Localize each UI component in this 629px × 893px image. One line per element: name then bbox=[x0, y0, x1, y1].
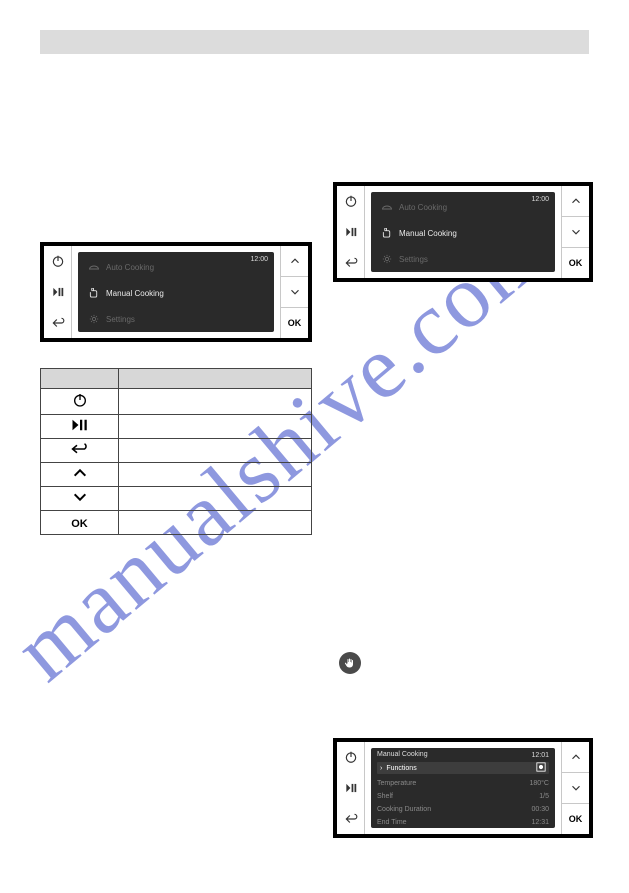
table-row bbox=[41, 439, 312, 463]
back-icon[interactable] bbox=[44, 307, 71, 338]
ok-button[interactable]: OK bbox=[562, 804, 589, 834]
table-header-row bbox=[41, 369, 312, 389]
table-cell bbox=[119, 463, 312, 487]
control-panel-c: Manual Cooking 12:01 ›Functions Temperat… bbox=[333, 738, 593, 838]
back-icon bbox=[41, 439, 119, 463]
table-row: OK bbox=[41, 511, 312, 535]
list-item: End Time 12:31 bbox=[377, 816, 549, 828]
ok-button[interactable]: OK bbox=[281, 308, 308, 338]
panel-b-menu-item: Auto Cooking bbox=[381, 202, 545, 212]
play-pause-icon bbox=[41, 415, 119, 439]
panel-a-right-buttons: OK bbox=[280, 246, 308, 338]
table-row bbox=[41, 389, 312, 415]
list-label: Functions bbox=[386, 765, 416, 772]
menu-label: Auto Cooking bbox=[106, 263, 154, 272]
list-label: Cooking Duration bbox=[377, 806, 431, 813]
menu-label: Settings bbox=[399, 255, 428, 264]
panel-b-left-buttons bbox=[337, 186, 365, 278]
panel-c-left-buttons bbox=[337, 742, 365, 834]
mode-icon bbox=[536, 762, 546, 774]
list-item: Cooking Duration 00:30 bbox=[377, 803, 549, 815]
power-icon[interactable] bbox=[337, 186, 364, 217]
power-icon bbox=[41, 389, 119, 415]
power-icon[interactable] bbox=[337, 742, 364, 773]
list-value: 180°C bbox=[529, 780, 549, 787]
ok-button[interactable]: OK bbox=[562, 248, 589, 278]
power-icon[interactable] bbox=[44, 246, 71, 277]
panel-c-right-buttons: OK bbox=[561, 742, 589, 834]
panel-a-left-buttons bbox=[44, 246, 72, 338]
chevron-down-icon[interactable] bbox=[281, 276, 308, 308]
panel-a-menu-item: Settings bbox=[88, 314, 264, 324]
control-panel-b: 12:00 Auto Cooking Manual Cooking Settin… bbox=[333, 182, 593, 282]
table-row bbox=[41, 415, 312, 439]
menu-label: Auto Cooking bbox=[399, 203, 447, 212]
table-cell bbox=[119, 511, 312, 535]
table-row bbox=[41, 487, 312, 511]
panel-a-screen: 12:00 Auto Cooking Manual Cooking Settin… bbox=[78, 252, 274, 332]
control-panel-a: 12:00 Auto Cooking Manual Cooking Settin… bbox=[40, 242, 312, 342]
back-icon[interactable] bbox=[337, 803, 364, 834]
list-label: Shelf bbox=[377, 793, 393, 800]
panel-c-screen: Manual Cooking 12:01 ›Functions Temperat… bbox=[371, 748, 555, 828]
list-item: Temperature 180°C bbox=[377, 777, 549, 789]
ok-label: OK bbox=[41, 511, 119, 535]
chevron-up-icon bbox=[41, 463, 119, 487]
panel-b-screen: 12:00 Auto Cooking Manual Cooking Settin… bbox=[371, 192, 555, 272]
panel-a-menu-item: Manual Cooking bbox=[88, 288, 264, 298]
list-label: Temperature bbox=[377, 780, 416, 787]
panel-b-right-buttons: OK bbox=[561, 186, 589, 278]
panel-c-time: 12:01 bbox=[531, 752, 549, 759]
chevron-up-icon[interactable] bbox=[562, 186, 589, 216]
panel-b-menu-item: Manual Cooking bbox=[381, 228, 545, 238]
play-pause-icon[interactable] bbox=[337, 217, 364, 248]
menu-label: Manual Cooking bbox=[399, 229, 457, 238]
chevron-up-icon[interactable] bbox=[281, 246, 308, 276]
table-row bbox=[41, 463, 312, 487]
list-label: End Time bbox=[377, 819, 407, 826]
chevron-down-icon bbox=[41, 487, 119, 511]
keys-table: OK bbox=[40, 368, 312, 535]
table-cell bbox=[119, 389, 312, 415]
page-header-band bbox=[40, 30, 589, 54]
back-icon[interactable] bbox=[337, 247, 364, 278]
chevron-down-icon[interactable] bbox=[562, 772, 589, 804]
chevron-down-icon[interactable] bbox=[562, 216, 589, 248]
table-cell bbox=[119, 487, 312, 511]
panel-c-title: Manual Cooking bbox=[377, 751, 428, 758]
list-value: 1/5 bbox=[539, 793, 549, 800]
table-header bbox=[119, 369, 312, 389]
play-pause-icon[interactable] bbox=[44, 277, 71, 308]
panel-b-menu-item: Settings bbox=[381, 254, 545, 264]
list-item: ›Functions bbox=[377, 762, 549, 774]
table-header bbox=[41, 369, 119, 389]
table-cell bbox=[119, 415, 312, 439]
list-value: 12:31 bbox=[531, 819, 549, 826]
table-cell bbox=[119, 439, 312, 463]
list-item: Shelf 1/5 bbox=[377, 790, 549, 802]
play-pause-icon[interactable] bbox=[337, 773, 364, 804]
hand-stop-icon bbox=[339, 652, 361, 674]
list-value: 00:30 bbox=[531, 806, 549, 813]
menu-label: Settings bbox=[106, 315, 135, 324]
chevron-up-icon[interactable] bbox=[562, 742, 589, 772]
panel-a-menu-item: Auto Cooking bbox=[88, 262, 264, 272]
menu-label: Manual Cooking bbox=[106, 289, 164, 298]
